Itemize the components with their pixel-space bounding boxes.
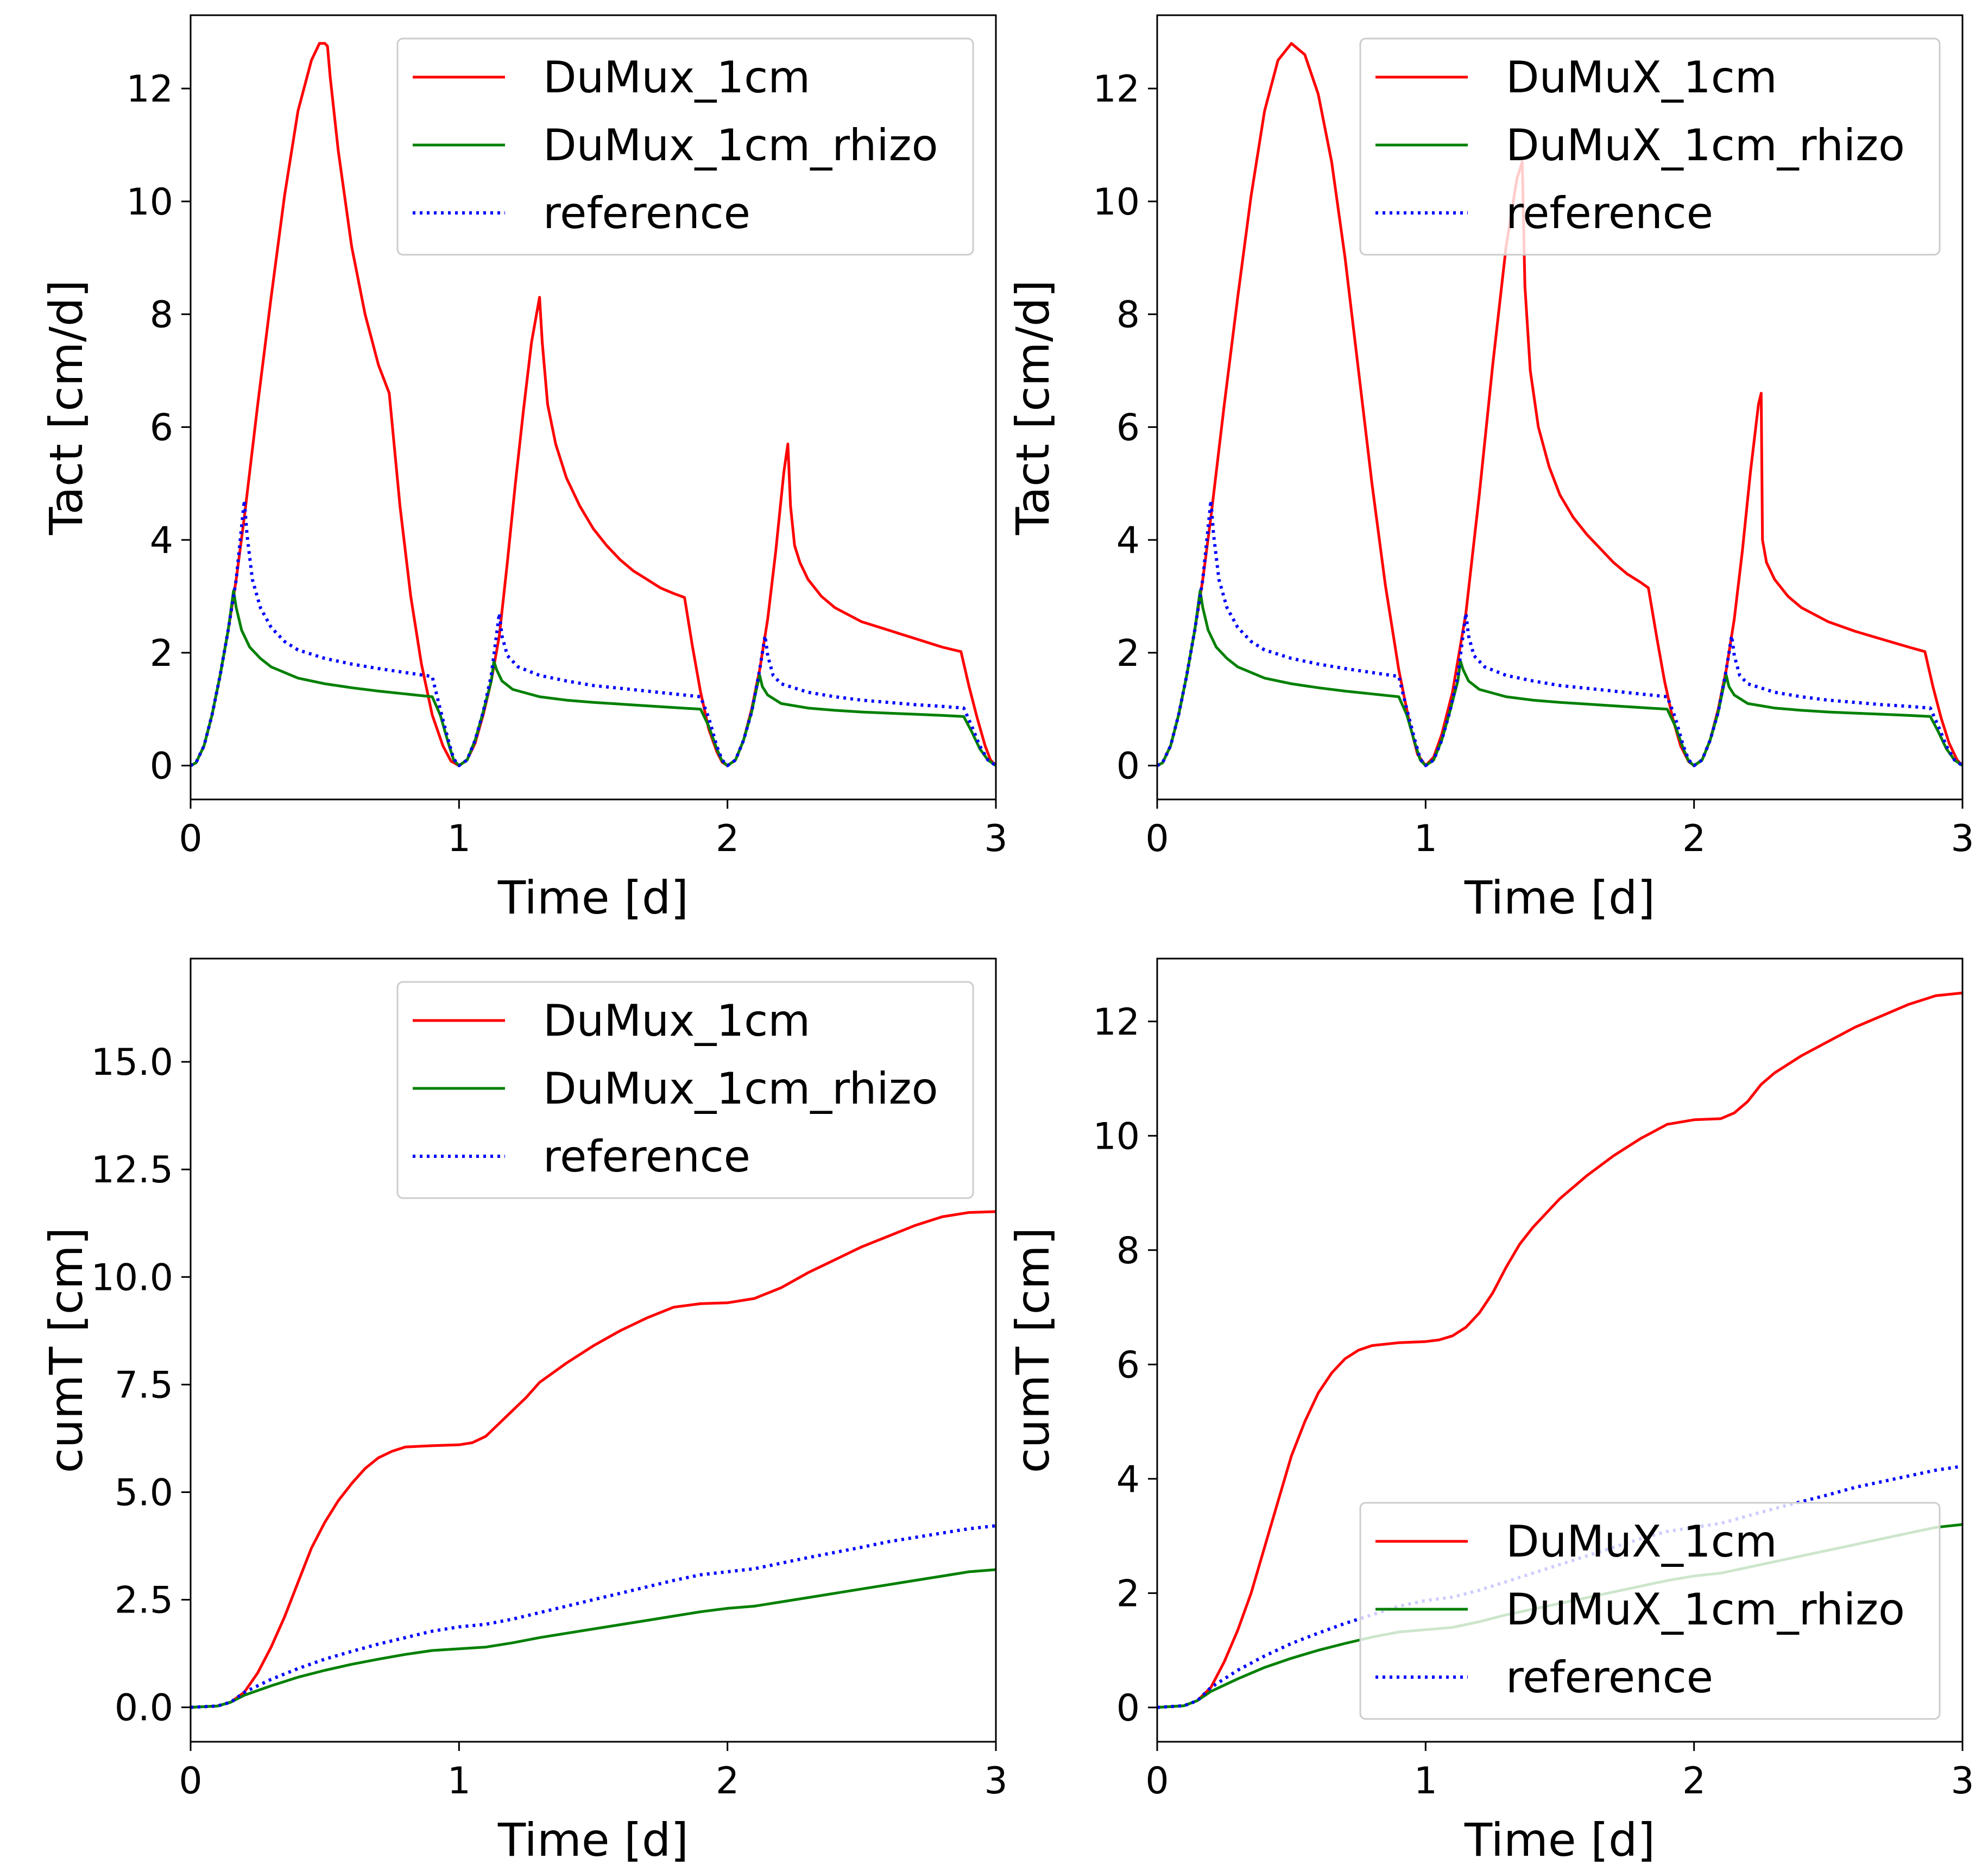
legend-label: DuMux_1cm <box>543 996 810 1046</box>
y-tick-label: 6 <box>1116 1344 1140 1387</box>
plot-frame <box>190 957 997 1743</box>
x-tick-label: 0 <box>179 817 202 860</box>
series-line-DuMux_1cm <box>191 42 996 767</box>
x-tick-label: 2 <box>716 1760 739 1803</box>
y-tick-label: 12.5 <box>91 1149 173 1192</box>
y-tick-label: 8 <box>150 294 173 337</box>
y-tick-label: 12 <box>1093 68 1140 111</box>
x-axis-label: Time [d] <box>1464 1813 1655 1867</box>
x-axis-label: Time [d] <box>497 871 689 924</box>
x-tick-label: 0 <box>1145 1760 1169 1803</box>
series-line-reference <box>1157 499 1962 767</box>
y-tick-label: 8 <box>1116 1230 1140 1272</box>
y-axis-label: Tact [cm/d] <box>40 280 93 536</box>
legend-label: DuMuX_1cm_rhizo <box>1506 1584 1905 1635</box>
series-line-reference <box>191 499 996 767</box>
y-tick-label: 2 <box>150 632 173 675</box>
y-axis-label: Tact [cm/d] <box>1006 280 1059 536</box>
y-axis-label: cumT [cm] <box>40 1227 93 1473</box>
y-tick-label: 7.5 <box>115 1364 173 1407</box>
legend: DuMuX_1cm DuMuX_1cm_rhizo reference <box>1359 37 1941 256</box>
legend-label: DuMuX_1cm <box>1506 1516 1777 1567</box>
x-tick-label: 3 <box>1951 1760 1974 1803</box>
legend-label: DuMuX_1cm <box>1506 52 1777 103</box>
legend-label: DuMux_1cm_rhizo <box>543 120 938 171</box>
legend: DuMux_1cm DuMux_1cm_rhizo reference <box>396 981 974 1199</box>
plot-frame <box>190 14 997 801</box>
legend-label: reference <box>543 188 750 238</box>
series-line-DuMuX_1cm <box>1157 991 1962 1709</box>
y-tick-label: 10 <box>1093 181 1140 224</box>
x-tick-label: 2 <box>1682 817 1706 860</box>
legend-box <box>1359 1502 1941 1720</box>
y-tick-label: 6 <box>1116 406 1140 449</box>
legend-label: DuMux_1cm_rhizo <box>543 1063 938 1114</box>
legend-box <box>1359 37 1941 256</box>
y-tick-label: 15.0 <box>91 1041 173 1084</box>
plot-frame <box>1156 14 1964 801</box>
x-tick-label: 3 <box>984 1760 1007 1803</box>
legend-label: reference <box>543 1131 750 1182</box>
y-tick-label: 5.0 <box>115 1471 173 1514</box>
y-tick-label: 10.0 <box>91 1256 173 1299</box>
x-tick-label: 0 <box>1145 817 1169 860</box>
chart-panel-3: 0 1 2 3 0.0 2.5 5.0 7.5 10.0 12.5 15.0 Time [d] cumT… <box>40 957 1008 1867</box>
legend-label: reference <box>1506 188 1713 238</box>
y-tick-label: 8 <box>1116 294 1140 337</box>
legend-box <box>396 37 974 256</box>
series-line-DuMuX_1cm <box>1157 42 1962 767</box>
y-tick-label: 6 <box>150 406 173 449</box>
x-axis-label: Time [d] <box>497 1813 689 1867</box>
legend-label: DuMux_1cm <box>543 52 810 103</box>
legend: DuMux_1cm DuMux_1cm_rhizo reference <box>396 37 974 256</box>
series-line-DuMux_1cm <box>191 1210 996 1709</box>
y-tick-label: 4 <box>150 519 173 562</box>
y-tick-label: 2 <box>1116 1572 1140 1615</box>
y-axis-label: cumT [cm] <box>1006 1227 1059 1473</box>
series-line-DuMux_1cm_rhizo <box>191 1568 996 1709</box>
series-line-DuMuX_1cm_rhizo <box>1157 589 1962 767</box>
x-tick-label: 2 <box>1682 1760 1706 1803</box>
x-tick-label: 3 <box>1951 817 1974 860</box>
y-tick-label: 4 <box>1116 519 1140 562</box>
y-tick-label: 10 <box>1093 1115 1140 1158</box>
series-line-reference <box>191 1524 996 1709</box>
x-tick-label: 1 <box>447 1760 471 1803</box>
y-tick-label: 0 <box>150 745 173 788</box>
y-tick-label: 4 <box>1116 1458 1140 1501</box>
x-tick-label: 1 <box>1414 817 1437 860</box>
legend-box <box>396 981 974 1199</box>
y-tick-label: 2.5 <box>115 1579 173 1622</box>
x-tick-label: 1 <box>1414 1760 1437 1803</box>
y-tick-label: 0.0 <box>115 1687 173 1730</box>
x-axis-label: Time [d] <box>1464 871 1655 924</box>
series-line-DuMux_1cm_rhizo <box>191 589 996 767</box>
y-tick-label: 2 <box>1116 632 1140 675</box>
legend-label: reference <box>1506 1652 1713 1703</box>
y-tick-label: 0 <box>1116 1687 1140 1730</box>
y-tick-label: 10 <box>126 181 173 224</box>
y-tick-label: 12 <box>126 68 173 111</box>
y-tick-label: 0 <box>1116 745 1140 788</box>
plot-frame <box>1156 957 1964 1743</box>
y-tick-label: 12 <box>1093 1001 1140 1044</box>
legend: DuMuX_1cm DuMuX_1cm_rhizo reference <box>1359 1502 1941 1720</box>
legend-label: DuMuX_1cm_rhizo <box>1506 120 1905 171</box>
x-tick-label: 0 <box>179 1760 202 1803</box>
x-tick-label: 3 <box>984 817 1007 860</box>
x-tick-label: 2 <box>716 817 739 860</box>
x-tick-label: 1 <box>447 817 471 860</box>
